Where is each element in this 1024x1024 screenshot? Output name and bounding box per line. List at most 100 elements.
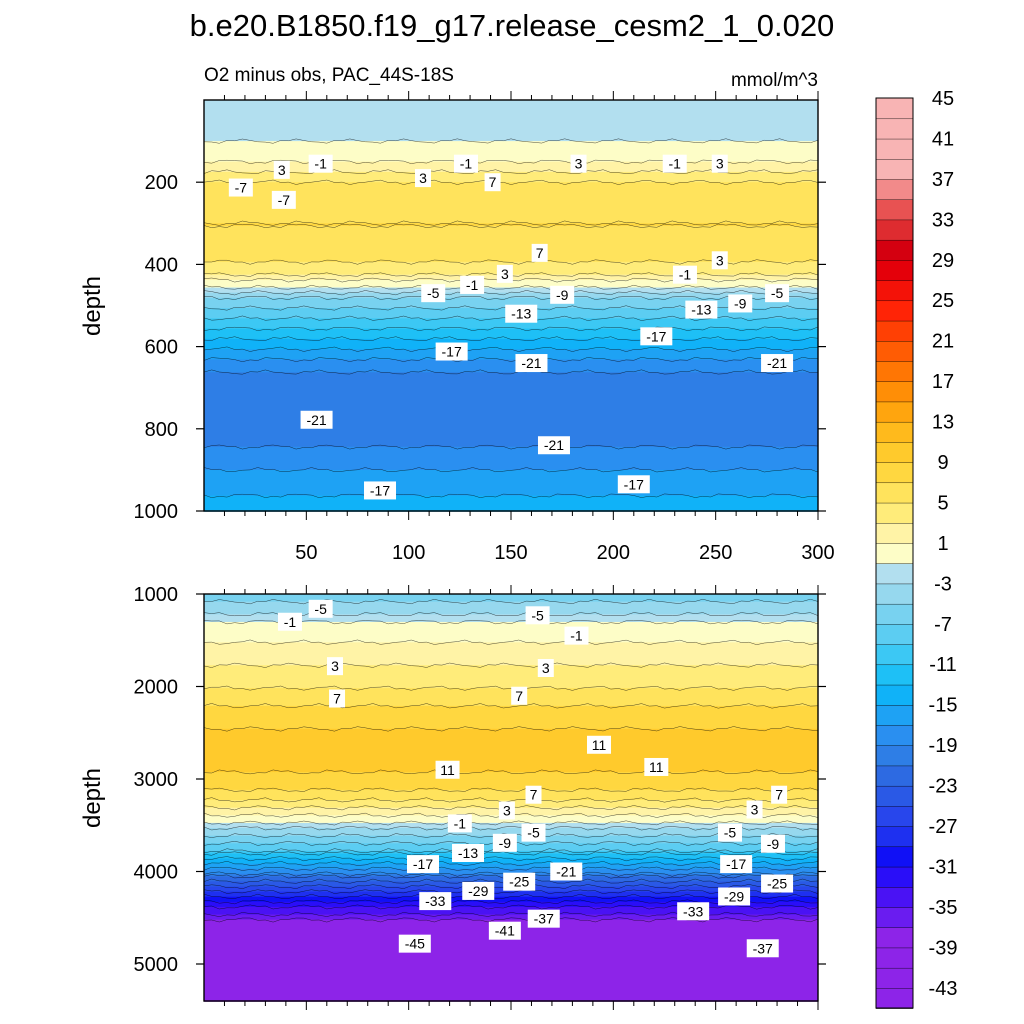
colorbar-swatch	[875, 138, 914, 160]
contour-label-text: -5	[771, 285, 784, 301]
contour-label: -1	[662, 154, 687, 173]
colorbar-tick-label: 29	[932, 250, 954, 272]
colorbar-swatch	[875, 239, 914, 261]
colorbar-tick-label: 5	[937, 492, 948, 514]
contour-label-text: 11	[592, 737, 607, 753]
contour-line	[203, 703, 819, 709]
contour-label-box	[746, 939, 779, 958]
colorbar-swatch	[875, 947, 914, 969]
contour-line	[203, 662, 819, 668]
contour-label-text: -37	[753, 940, 773, 956]
contour-label: -7	[271, 190, 296, 209]
contour-label: -1	[672, 265, 697, 284]
colorbar-tick-label: -19	[929, 735, 958, 757]
contour-line	[203, 326, 819, 331]
contour-label-text: -21	[521, 355, 541, 371]
colorbar-swatch	[875, 886, 914, 908]
contour-label-box	[685, 300, 718, 319]
colorbar-tick-label: -43	[929, 978, 958, 1000]
contour-label-box	[228, 178, 253, 197]
colorbar-swatch	[875, 401, 914, 423]
contour-band	[204, 850, 818, 855]
contour-band	[204, 469, 818, 497]
contour-band	[204, 828, 818, 837]
contour-label-text: 3	[419, 170, 427, 186]
contour-label-box	[760, 834, 785, 853]
contour-band	[204, 287, 818, 294]
contour-band	[204, 621, 818, 644]
contour-band	[204, 100, 818, 142]
contour-label-text: 7	[333, 691, 341, 707]
contour-band	[204, 863, 818, 870]
contour-band	[204, 161, 818, 173]
contour-label-text: 3	[575, 156, 583, 172]
contour-label-box	[300, 410, 333, 429]
colorbar-swatch	[875, 906, 914, 928]
contour-band	[204, 705, 818, 730]
contour-label: -1	[447, 814, 472, 833]
contour-label-text: -45	[405, 936, 425, 952]
contour-label-text: -9	[767, 836, 780, 852]
contour-band	[204, 292, 818, 299]
contour-label-box	[496, 264, 513, 283]
x-tick-label: 300	[801, 542, 834, 564]
colorbar-tick-label: -7	[934, 614, 952, 636]
contour-label: -1	[460, 275, 485, 294]
contour-line	[203, 889, 819, 895]
contour-label: -45	[398, 934, 431, 953]
contour-label-box	[271, 190, 296, 209]
contour-line	[203, 223, 819, 228]
colorbar-tick-label: -35	[929, 897, 958, 919]
lower-y-axis-label: depth	[79, 768, 106, 828]
colorbar-swatch	[875, 461, 914, 484]
contour-band	[204, 901, 818, 908]
y-tick-label: 800	[145, 419, 178, 441]
contour-label-box	[498, 801, 515, 820]
contour-label-box	[718, 887, 751, 906]
contour-band	[204, 372, 818, 448]
contour-band	[204, 349, 818, 361]
contour-label: -17	[720, 855, 753, 874]
x-tick-label: 150	[494, 542, 527, 564]
contour-label: -13	[505, 304, 538, 323]
contour-line	[203, 797, 819, 803]
contour-line	[203, 493, 819, 498]
contour-label-box	[761, 874, 794, 893]
colorbar-swatch	[875, 421, 914, 443]
contour-band	[204, 853, 818, 860]
colorbar-swatch	[875, 987, 914, 1009]
contour-label-box	[521, 823, 546, 842]
contour-label-box	[537, 659, 554, 677]
y-tick-label: 200	[145, 172, 178, 194]
contour-band	[204, 279, 818, 289]
contour-label: -9	[728, 294, 753, 313]
contour-label-text: 3	[542, 660, 550, 676]
contour-label-text: -5	[531, 607, 544, 623]
contour-label: -5	[525, 606, 550, 625]
contour-band	[204, 868, 818, 875]
x-tick-label: 200	[597, 542, 630, 564]
contour-label: -37	[746, 939, 779, 958]
colorbar-swatch	[875, 785, 914, 807]
contour-label-text: -21	[767, 355, 787, 371]
contour-band	[204, 495, 818, 512]
contour-label: -25	[761, 874, 794, 893]
contour-line	[203, 825, 819, 831]
contour-line	[203, 179, 819, 185]
contour-label-text: -25	[767, 876, 787, 892]
contour-label: 7	[771, 785, 788, 804]
contour-label-box	[717, 823, 742, 842]
contour-band	[204, 772, 818, 791]
contour-label-text: 3	[716, 252, 724, 268]
colorbar-swatch	[875, 320, 914, 342]
colorbar-tick-label: 13	[932, 412, 954, 434]
contour-label: -5	[765, 284, 790, 303]
colorbar-swatch	[875, 724, 914, 746]
contour-label-text: -17	[442, 344, 462, 360]
contour-label: -37	[527, 909, 560, 928]
contour-band	[204, 297, 818, 309]
contour-label: -17	[617, 475, 650, 494]
contour-line	[203, 904, 819, 910]
colorbar-swatch	[875, 866, 914, 888]
contour-label-text: 3	[751, 802, 759, 818]
